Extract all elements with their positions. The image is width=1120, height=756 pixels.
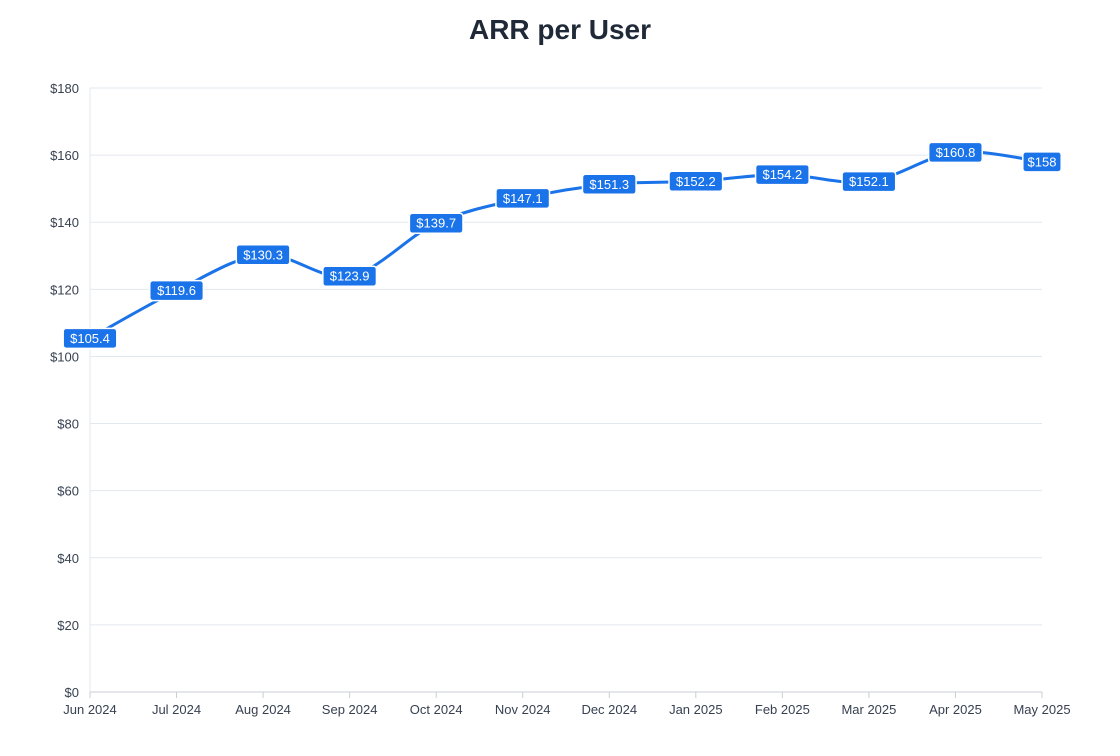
data-label: $160.8 xyxy=(927,141,984,164)
x-tick-label: Jan 2025 xyxy=(669,702,723,717)
data-label-text: $147.1 xyxy=(503,191,543,206)
data-label-box xyxy=(408,212,464,234)
data-label-text: $123.9 xyxy=(330,269,370,284)
data-label-text: $160.8 xyxy=(936,145,976,160)
data-label: $147.1 xyxy=(495,187,551,210)
data-label-box xyxy=(927,141,984,164)
data-label-box xyxy=(841,170,897,193)
y-tick-label: $40 xyxy=(57,551,79,566)
y-tick-label: $80 xyxy=(57,417,79,432)
data-label: $105.4 xyxy=(62,327,118,350)
data-label-text: $139.7 xyxy=(416,216,456,231)
y-tick-label: $140 xyxy=(50,215,79,230)
data-label: $152.2 xyxy=(668,170,724,193)
x-tick-label: Aug 2024 xyxy=(235,702,291,717)
data-label-text: $158 xyxy=(1028,154,1057,169)
data-label-layer: $105.4 $119.6 $130.3 $123.9 $139.7 $147.1 $151… xyxy=(62,141,1062,350)
x-tick-label: Oct 2024 xyxy=(410,702,463,717)
data-label: $139.7 xyxy=(408,212,464,234)
grid-layer xyxy=(90,87,1042,626)
data-label: $154.2 xyxy=(754,163,810,186)
data-label-text: $130.3 xyxy=(243,247,283,262)
data-label-box xyxy=(322,265,378,287)
data-label-box xyxy=(1022,151,1062,173)
y-tick-label: $180 xyxy=(50,81,79,96)
data-label-box xyxy=(235,244,291,266)
data-label-box xyxy=(148,279,205,302)
y-tick-label: $100 xyxy=(50,349,79,364)
y-tick-label: $60 xyxy=(57,484,79,499)
data-label-text: $105.4 xyxy=(70,331,110,346)
data-label-text: $152.1 xyxy=(849,174,889,189)
data-label: $130.3 xyxy=(235,244,291,266)
data-label-text: $152.2 xyxy=(676,174,716,189)
data-label-box xyxy=(495,187,551,210)
x-tick-label: Jul 2024 xyxy=(152,702,201,717)
data-label: $152.1 xyxy=(841,170,897,193)
x-tick-label: Sep 2024 xyxy=(322,702,378,717)
data-label: $151.3 xyxy=(581,173,637,196)
data-label-box xyxy=(668,170,724,193)
chart-title: ARR per User xyxy=(468,14,652,45)
data-label-box xyxy=(62,327,118,350)
x-tick-label: Jun 2024 xyxy=(63,702,117,717)
y-tick-label: $0 xyxy=(65,685,79,700)
data-label-text: $151.3 xyxy=(589,177,629,192)
data-label: $119.6 xyxy=(148,279,205,302)
data-label-box xyxy=(754,163,810,186)
data-label: $158 xyxy=(1022,151,1062,173)
x-tick-label: Dec 2024 xyxy=(581,702,637,717)
y-tick-label: $160 xyxy=(50,148,79,163)
data-label-text: $119.6 xyxy=(157,283,196,298)
y-tick-label: $120 xyxy=(50,282,79,297)
line-layer xyxy=(88,150,1044,340)
series-line xyxy=(88,150,1044,340)
axis-layer: $0 $20 $40 $60 $80 $100 $120 $140 $160 $180 Jun 20… xyxy=(50,81,1070,717)
y-tick-label: $20 xyxy=(57,618,79,633)
x-tick-label: Apr 2025 xyxy=(929,702,982,717)
x-tick-label: May 2025 xyxy=(1013,702,1070,717)
x-tick-label: Feb 2025 xyxy=(755,702,810,717)
x-tick-label: Mar 2025 xyxy=(841,702,896,717)
data-label: $123.9 xyxy=(322,265,378,287)
data-label-text: $154.2 xyxy=(762,167,802,182)
x-tick-label: Nov 2024 xyxy=(495,702,551,717)
data-label-box xyxy=(581,173,637,196)
